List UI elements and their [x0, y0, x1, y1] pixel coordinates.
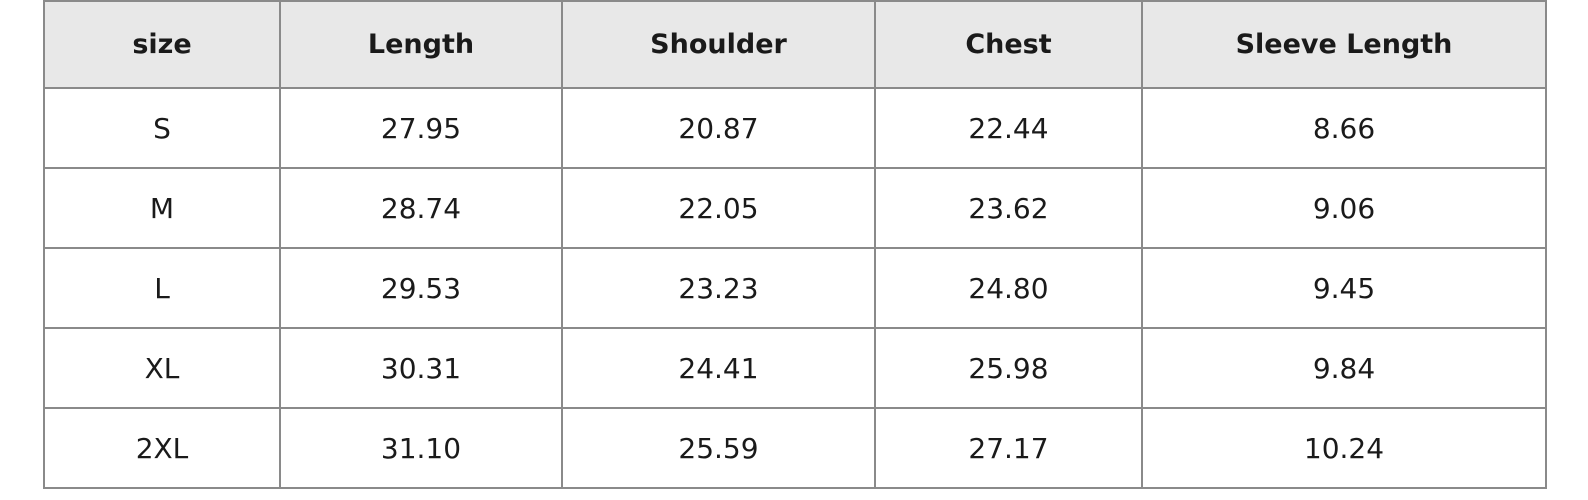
header-row: size Length Shoulder Chest Sleeve Length: [43, 0, 1547, 89]
header-size: size: [43, 0, 281, 89]
cell-sleeve-length: 10.24: [1141, 407, 1547, 489]
cell-sleeve-length: 9.84: [1141, 327, 1547, 409]
cell-length: 27.95: [279, 87, 563, 169]
cell-chest: 23.62: [874, 167, 1143, 249]
table-row: S 27.95 20.87 22.44 8.66: [43, 87, 1547, 169]
cell-shoulder: 22.05: [561, 167, 876, 249]
table-header: size Length Shoulder Chest Sleeve Length: [43, 0, 1547, 89]
cell-chest: 27.17: [874, 407, 1143, 489]
table-row: 2XL 31.10 25.59 27.17 10.24: [43, 407, 1547, 489]
header-chest: Chest: [874, 0, 1143, 89]
cell-length: 29.53: [279, 247, 563, 329]
cell-size: 2XL: [43, 407, 281, 489]
size-chart-container: size Length Shoulder Chest Sleeve Length…: [43, 0, 1547, 492]
header-shoulder: Shoulder: [561, 0, 876, 89]
cell-size: L: [43, 247, 281, 329]
cell-sleeve-length: 9.45: [1141, 247, 1547, 329]
cell-chest: 24.80: [874, 247, 1143, 329]
table-row: L 29.53 23.23 24.80 9.45: [43, 247, 1547, 329]
table-row: M 28.74 22.05 23.62 9.06: [43, 167, 1547, 249]
cell-shoulder: 23.23: [561, 247, 876, 329]
header-length: Length: [279, 0, 563, 89]
cell-size: XL: [43, 327, 281, 409]
cell-sleeve-length: 9.06: [1141, 167, 1547, 249]
cell-sleeve-length: 8.66: [1141, 87, 1547, 169]
cell-length: 31.10: [279, 407, 563, 489]
size-chart-table: size Length Shoulder Chest Sleeve Length…: [43, 0, 1547, 489]
table-body: S 27.95 20.87 22.44 8.66 M 28.74 22.05 2…: [43, 87, 1547, 489]
cell-size: S: [43, 87, 281, 169]
table-row: XL 30.31 24.41 25.98 9.84: [43, 327, 1547, 409]
cell-shoulder: 25.59: [561, 407, 876, 489]
cell-chest: 25.98: [874, 327, 1143, 409]
cell-length: 30.31: [279, 327, 563, 409]
cell-chest: 22.44: [874, 87, 1143, 169]
header-sleeve-length: Sleeve Length: [1141, 0, 1547, 89]
cell-length: 28.74: [279, 167, 563, 249]
cell-shoulder: 20.87: [561, 87, 876, 169]
cell-shoulder: 24.41: [561, 327, 876, 409]
cell-size: M: [43, 167, 281, 249]
